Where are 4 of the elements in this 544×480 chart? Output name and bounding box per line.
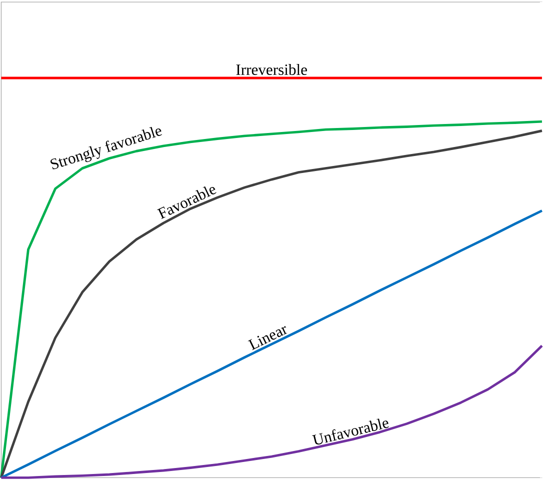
text: Linear [248, 326, 288, 350]
text: Strongly favorable [50, 127, 162, 170]
text: Unfavorable [312, 418, 389, 445]
series-label: Irreversible [236, 64, 307, 76]
